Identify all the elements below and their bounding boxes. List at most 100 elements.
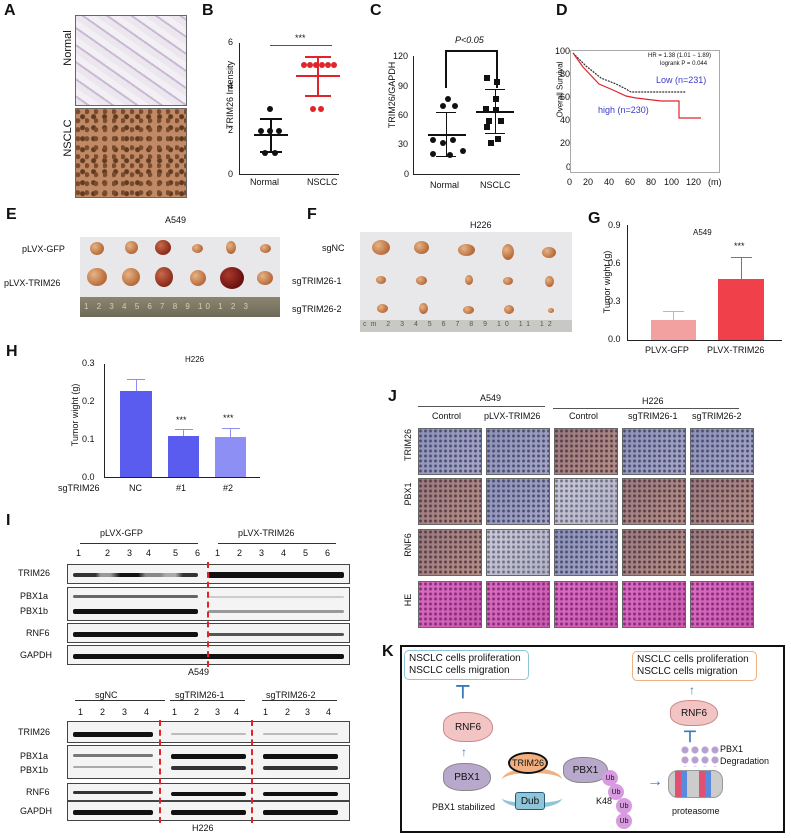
arrow-up-icon: ↑: [689, 683, 695, 697]
lane-numbers: 1 2 3 4 5 6 1 2 3 4 5 6: [76, 548, 331, 558]
error-cap: [127, 379, 145, 380]
legend-high: high (n=230): [598, 105, 649, 115]
proteasome-label: proteasome: [672, 806, 720, 816]
data-point: [445, 96, 451, 102]
lane-numbers: 1 2 3 4 1 2 3 4 1 2 3 4: [78, 707, 332, 717]
x-tick: 0: [567, 177, 573, 187]
x-tick: #1: [176, 483, 187, 493]
rnf6-protein-left: RNF6: [443, 712, 493, 742]
divider-line: [251, 720, 253, 823]
column-label: Control: [432, 411, 462, 421]
blot-row-label: GAPDH: [20, 650, 53, 660]
x-axis: [104, 477, 260, 478]
group-underline: [80, 543, 198, 544]
data-point: [301, 62, 307, 68]
ihc-image: [622, 478, 686, 525]
ruler: cm 2 3 4 5 6 7 8 9 10 11 12: [360, 320, 572, 332]
pbx1-fragments: [680, 745, 720, 767]
ihc-image: [418, 529, 482, 576]
group-label: sgTRIM26-2: [266, 690, 316, 700]
y-tick: 0.3: [82, 358, 95, 368]
inhibit-icon: ⊤: [683, 729, 697, 746]
km-plot-area: [570, 50, 720, 173]
divider-line: [159, 720, 161, 823]
x-tick: 120: [686, 177, 702, 187]
row-label: sgNC: [322, 243, 345, 253]
data-point: [331, 62, 337, 68]
y-axis: [239, 43, 240, 175]
ihc-image: [418, 478, 482, 525]
panel-label-d: D: [556, 2, 568, 19]
blot-gapdh: [67, 801, 350, 821]
data-point: [493, 96, 499, 102]
group-underline: [262, 700, 337, 701]
y-tick: 60: [398, 110, 409, 120]
row-label-nsclc: NSCLC: [62, 119, 74, 157]
data-point: [325, 62, 331, 68]
proteasome-icon: [668, 770, 723, 798]
data-point: [276, 128, 282, 134]
tumor: [463, 306, 474, 314]
blot-row-label: PBX1b: [20, 606, 49, 616]
y-tick: 2: [228, 125, 234, 135]
he-image: [486, 581, 550, 628]
data-point: [310, 106, 316, 112]
blot-cell-label: A549: [188, 667, 210, 677]
panel-label-j: J: [388, 388, 397, 405]
ubiquitin: Ub: [616, 798, 632, 814]
bar-nc: [120, 391, 152, 477]
data-point: [488, 140, 494, 146]
x-tick: 80: [646, 177, 657, 187]
ihc-image: [622, 428, 686, 475]
x-tick: Normal: [430, 180, 460, 190]
pbx1-stabilized-label: PBX1 stabilized: [432, 802, 496, 812]
tumor: [376, 276, 386, 284]
x-tick: 60: [625, 177, 636, 187]
error-cap: [436, 156, 456, 157]
blot-row-label: RNF6: [26, 628, 50, 638]
data-point: [262, 150, 268, 156]
y-tick: 0.9: [608, 220, 621, 230]
tumor: [192, 244, 203, 253]
data-point: [494, 79, 500, 85]
error-bar: [183, 429, 184, 436]
error-cap: [305, 56, 331, 58]
panel-label-a: A: [4, 2, 16, 19]
ihc-image: [554, 529, 618, 576]
ihc-image: [486, 428, 550, 475]
data-point: [430, 151, 436, 157]
panel-label-e: E: [6, 206, 17, 223]
ihc-image: [690, 478, 754, 525]
blot-row-label: PBX1a: [20, 751, 49, 761]
tumor: [504, 305, 514, 314]
row-label: sgTRIM26-1: [292, 276, 342, 286]
tumor: [502, 244, 514, 260]
x-tick: NC: [129, 483, 142, 493]
y-axis: [104, 364, 105, 478]
panel-label-b: B: [202, 2, 214, 19]
x-tick: 100: [664, 177, 680, 187]
divider-line: [207, 562, 209, 667]
ihc-image: [418, 428, 482, 475]
error-bar: [230, 428, 231, 437]
tumor: [190, 270, 206, 286]
row-label: HE: [403, 593, 413, 607]
rnf6-protein-right: RNF6: [670, 700, 718, 726]
y-tick: 0.1: [82, 434, 95, 444]
y-tick: 0.6: [608, 258, 621, 268]
tumor: [220, 267, 244, 289]
data-point: [498, 118, 504, 124]
x-prefix: sgTRIM26: [58, 483, 100, 493]
y-tick: 60: [560, 92, 571, 102]
legend-low: Low (n=231): [656, 75, 707, 85]
y-tick: 0.0: [82, 472, 95, 482]
y-axis-label: Tumor wight (g): [70, 383, 80, 447]
tumor: [122, 268, 140, 286]
bar-plvx-trim26: [718, 279, 764, 340]
tumor: [90, 242, 104, 255]
y-tick: 6: [228, 37, 234, 47]
x-tick: NSCLC: [480, 180, 511, 190]
outcome-box-promoted: NSCLC cells proliferation NSCLC cells mi…: [632, 651, 757, 681]
tumor: [87, 268, 107, 286]
group-label: sgTRIM26-1: [175, 690, 225, 700]
